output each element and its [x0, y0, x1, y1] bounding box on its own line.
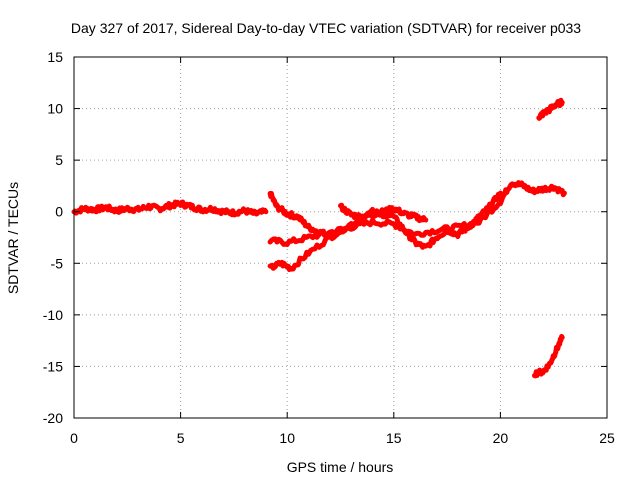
- y-tick-label: 5: [55, 152, 63, 168]
- y-tick-label: 15: [47, 49, 63, 65]
- x-axis-label: GPS time / hours: [287, 459, 394, 475]
- chart-title: Day 327 of 2017, Sidereal Day-to-day VTE…: [71, 20, 581, 36]
- grid-layer: [74, 57, 607, 418]
- x-tick-label: 10: [279, 430, 295, 446]
- data-layer: [71, 97, 567, 379]
- x-tick-label: 25: [599, 430, 615, 446]
- data-trace-7: [532, 333, 565, 379]
- x-tick-label: 20: [493, 430, 509, 446]
- tick-layer: 0 5 10 15 20 25 15 10 5 0 -5 -10 -15 -20: [43, 49, 615, 446]
- data-trace-5: [338, 202, 429, 224]
- x-tick-label: 0: [70, 430, 78, 446]
- y-axis-label: SDTVAR / TECUs: [5, 182, 21, 294]
- y-tick-label: -15: [43, 358, 63, 374]
- x-tick-label: 15: [386, 430, 402, 446]
- y-tick-label: -5: [51, 255, 64, 271]
- y-tick-label: -20: [43, 410, 63, 426]
- y-tick-label: 0: [55, 204, 63, 220]
- x-tick-label: 5: [177, 430, 185, 446]
- data-trace-1: [71, 199, 269, 218]
- data-trace-6: [536, 97, 565, 121]
- data-trace-4: [267, 190, 503, 272]
- y-tick-label: -10: [43, 307, 63, 323]
- y-tick-label: 10: [47, 101, 63, 117]
- plot-frame: [73, 56, 608, 419]
- data-trace-3: [267, 180, 567, 247]
